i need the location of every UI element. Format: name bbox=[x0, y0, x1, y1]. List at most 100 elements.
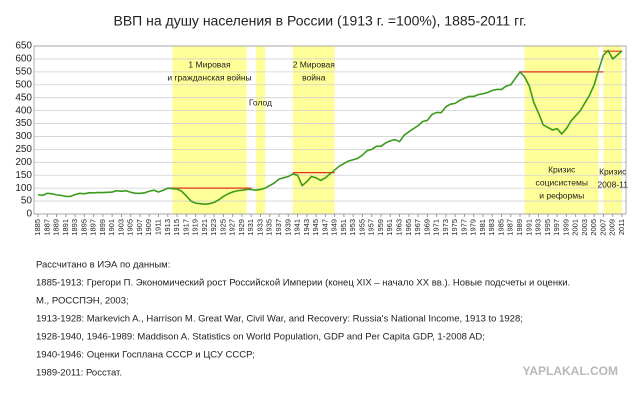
watermark: YAPLAKAL.COM bbox=[522, 364, 618, 378]
x-tick-label: 1893 bbox=[70, 219, 79, 236]
shaded-band bbox=[172, 46, 247, 214]
y-tick-label: 200 bbox=[15, 157, 32, 168]
data-line bbox=[37, 49, 623, 205]
x-tick-label: 1999 bbox=[561, 219, 570, 236]
shaded-band bbox=[292, 46, 335, 214]
x-tick-label: 1975 bbox=[450, 219, 459, 236]
band-label: и реформы bbox=[539, 190, 584, 200]
x-tick-label: 1955 bbox=[357, 219, 366, 236]
x-tick-label: 1909 bbox=[144, 219, 153, 236]
x-tick-label: 1895 bbox=[79, 219, 88, 236]
x-tick-label: 1981 bbox=[478, 219, 487, 236]
x-tick-label: 1915 bbox=[172, 219, 181, 236]
x-tick-label: 1929 bbox=[237, 219, 246, 236]
chart-title: ВВП на душу населения в России (1913 г. … bbox=[114, 13, 527, 29]
x-tick-label: 1979 bbox=[469, 219, 478, 236]
y-tick-label: 50 bbox=[21, 196, 33, 207]
x-tick-label: 1935 bbox=[265, 219, 274, 236]
shaded-band bbox=[603, 46, 622, 214]
x-tick-label: 1991 bbox=[524, 219, 533, 236]
band-label: война bbox=[302, 72, 326, 82]
x-tick-label: 1899 bbox=[98, 219, 107, 236]
x-tick-label: 1941 bbox=[293, 219, 302, 236]
x-tick-label: 1989 bbox=[515, 219, 524, 236]
y-tick-label: 550 bbox=[15, 66, 32, 77]
y-tick-label: 350 bbox=[15, 118, 32, 129]
x-tick-label: 1887 bbox=[42, 219, 51, 236]
y-tick-label: 100 bbox=[15, 183, 32, 194]
source-note: 1885-1913: Грегори П. Экономический рост… bbox=[36, 278, 570, 289]
x-tick-label: 1967 bbox=[413, 219, 422, 236]
x-tick-label: 1965 bbox=[404, 219, 413, 236]
x-tick-label: 1973 bbox=[441, 219, 450, 236]
x-tick-label: 1927 bbox=[228, 219, 237, 236]
x-tick-label: 1983 bbox=[487, 219, 496, 236]
y-tick-label: 500 bbox=[15, 79, 32, 90]
source-note: 1940-1946: Оценки Госплана СССР и ЦСУ СС… bbox=[36, 350, 255, 361]
x-tick-label: 1961 bbox=[385, 219, 394, 236]
x-tick-label: 1953 bbox=[348, 219, 357, 236]
x-tick-label: 2007 bbox=[598, 219, 607, 236]
band-label: и гражданская войны bbox=[167, 72, 251, 82]
x-tick-label: 1943 bbox=[302, 219, 311, 236]
y-tick-label: 250 bbox=[15, 144, 32, 155]
x-tick-label: 1947 bbox=[320, 219, 329, 236]
x-tick-label: 2009 bbox=[608, 219, 617, 236]
x-tick-label: 1903 bbox=[116, 219, 125, 236]
band-label: 2 Мировая bbox=[293, 59, 336, 69]
x-tick-label: 1993 bbox=[534, 219, 543, 236]
x-tick-label: 1997 bbox=[552, 219, 561, 236]
x-tick-label: 1945 bbox=[311, 219, 320, 236]
x-tick-label: 1911 bbox=[153, 219, 162, 235]
y-tick-label: 0 bbox=[26, 209, 32, 220]
x-tick-label: 2011 bbox=[617, 219, 626, 235]
x-tick-label: 1901 bbox=[107, 219, 116, 236]
y-tick-label: 400 bbox=[15, 105, 32, 116]
x-tick-label: 1907 bbox=[135, 219, 144, 236]
x-tick-label: 1971 bbox=[432, 219, 441, 236]
x-tick-label: 1897 bbox=[89, 219, 98, 236]
x-tick-label: 1919 bbox=[191, 219, 200, 236]
band-label: Голод bbox=[249, 97, 272, 107]
y-tick-label: 600 bbox=[15, 54, 32, 65]
band-label: Кризис bbox=[599, 166, 627, 176]
y-tick-label: 450 bbox=[15, 92, 32, 103]
x-tick-label: 2001 bbox=[571, 219, 580, 236]
x-tick-label: 1985 bbox=[496, 219, 505, 236]
source-note: М., РОССПЭН, 2003; bbox=[36, 296, 129, 307]
x-tick-label: 1931 bbox=[246, 219, 255, 236]
x-tick-label: 1939 bbox=[283, 219, 292, 236]
x-tick-label: 1885 bbox=[33, 219, 42, 236]
y-tick-label: 650 bbox=[15, 41, 32, 52]
x-tick-label: 1987 bbox=[506, 219, 515, 236]
x-tick-label: 1891 bbox=[61, 219, 70, 236]
x-tick-label: 1959 bbox=[376, 219, 385, 236]
x-tick-label: 1969 bbox=[422, 219, 431, 236]
x-tick-label: 1925 bbox=[218, 219, 227, 236]
x-tick-label: 1933 bbox=[255, 219, 264, 236]
x-tick-label: 1937 bbox=[274, 219, 283, 236]
x-tick-label: 1995 bbox=[543, 219, 552, 236]
x-tick-label: 1917 bbox=[181, 219, 190, 236]
source-note: 1913-1928: Markevich A., Harrison M. Gre… bbox=[36, 314, 523, 325]
band-label: 2008-11 bbox=[597, 179, 628, 189]
plot-frame bbox=[33, 45, 627, 215]
x-tick-label: 1921 bbox=[200, 219, 209, 236]
x-tick-label: 1957 bbox=[367, 219, 376, 236]
source-note: 1989-2011: Росстат. bbox=[36, 368, 122, 379]
x-tick-label: 1963 bbox=[395, 219, 404, 236]
x-tick-label: 1951 bbox=[339, 219, 348, 236]
band-label: Кризис bbox=[548, 164, 576, 174]
x-tick-label: 1889 bbox=[52, 219, 61, 236]
source-note: Рассчитано в ИЭА по данным: bbox=[36, 260, 170, 271]
x-tick-label: 1923 bbox=[209, 219, 218, 236]
x-tick-label: 1949 bbox=[330, 219, 339, 236]
y-tick-label: 300 bbox=[15, 131, 32, 142]
band-label: 1 Мировая bbox=[188, 59, 231, 69]
x-tick-label: 1913 bbox=[163, 219, 172, 236]
y-tick-label: 150 bbox=[15, 170, 32, 181]
source-note: 1928-1940, 1946-1989: Maddison A. Statis… bbox=[36, 332, 485, 343]
x-tick-label: 2003 bbox=[580, 219, 589, 236]
x-tick-label: 1977 bbox=[459, 219, 468, 236]
